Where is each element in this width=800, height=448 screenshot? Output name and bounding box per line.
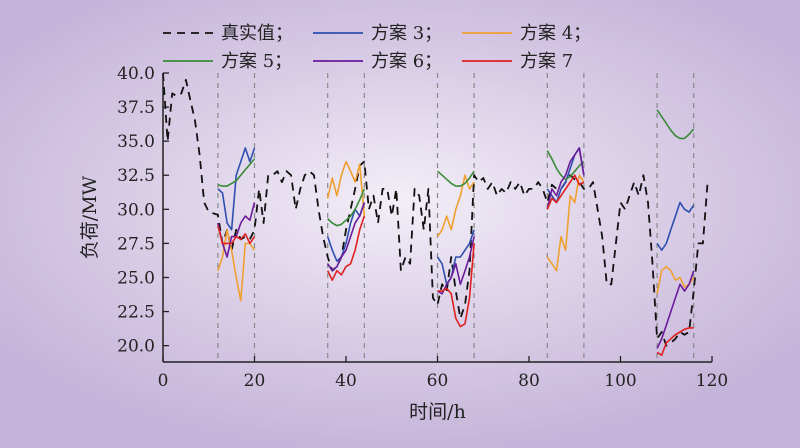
y-tick-label-4: 30.0 [117,200,155,220]
series-3-line-4 [656,265,695,294]
series-6 [217,174,694,357]
legend-label-2: 方案 3； [371,23,442,44]
y-tick-label-8: 40.0 [117,64,155,84]
legend-label-5: 方案 6； [371,51,442,72]
y-tick-label-1: 22.5 [117,303,155,323]
legend-label-4: 方案 5； [221,51,292,72]
legend-item-3: 方案 4； [462,23,591,44]
x-tick-label-6: 120 [696,371,728,391]
series-2-line-2 [436,229,475,286]
series-6-line-4 [656,327,694,357]
series-2-line-0 [217,147,256,231]
series-5-line-3 [546,147,585,210]
series-5 [217,147,695,349]
y-tick-label-7: 37.5 [117,98,155,118]
series-6-line-3 [546,174,585,210]
series-3-line-1 [326,160,366,217]
legend-item-5: 方案 6； [313,51,442,72]
y-tick-label-0: 20.0 [117,337,155,357]
series-4-line-2 [436,170,475,187]
y-tick-label-5: 32.5 [117,166,155,186]
y-tick-label-6: 35.0 [117,132,155,152]
x-axis-title: 时间/h [409,401,466,423]
legend-item-4: 方案 5； [163,51,292,72]
series-2-line-1 [326,202,366,262]
x-tick-label-0: 0 [158,371,169,391]
series-4-line-0 [217,158,256,187]
series-5-line-1 [327,202,366,272]
y-axis-title: 负荷/MW [79,175,101,259]
legend-label-6: 方案 7 [520,51,573,72]
series-3-line-2 [436,174,475,238]
series-3-line-3 [546,174,585,272]
legend-label-1: 真实值； [221,23,293,44]
ticks: 0 20 40 60 80 100 120 20.0 22.5 25.0 27.5 30.0 32.5 3… [117,64,728,391]
series-4-line-1 [327,188,366,227]
legend-item-2: 方案 3； [313,23,442,44]
series-6-line-0 [217,225,256,245]
series-4-line-3 [546,150,585,181]
legend-item-6: 方案 7 [462,51,573,72]
x-tick-label-3: 60 [427,371,449,391]
series-4 [217,109,695,227]
series-2-line-4 [656,201,695,251]
series-2 [217,147,695,286]
x-tick-label-5: 100 [604,371,636,391]
series-1 [162,72,709,347]
series-4-line-4 [656,109,695,140]
x-tick-label-1: 20 [244,371,266,391]
series-1-line-0 [162,72,709,347]
legend: 真实值； 方案 3； 方案 4； 方案 5； 方案 6； 方案 7 [163,23,591,72]
series-lines [162,72,709,357]
series-6-line-2 [437,243,475,328]
x-tick-label-2: 40 [335,371,357,391]
legend-item-1: 真实值； [163,23,293,44]
series-5-line-4 [656,270,695,349]
legend-label-3: 方案 4； [520,23,591,44]
series-3 [217,160,695,302]
y-tick-label-3: 27.5 [117,234,155,254]
y-tick-label-2: 25.0 [117,268,155,288]
series-6-line-1 [326,215,366,282]
x-tick-label-4: 80 [518,371,540,391]
